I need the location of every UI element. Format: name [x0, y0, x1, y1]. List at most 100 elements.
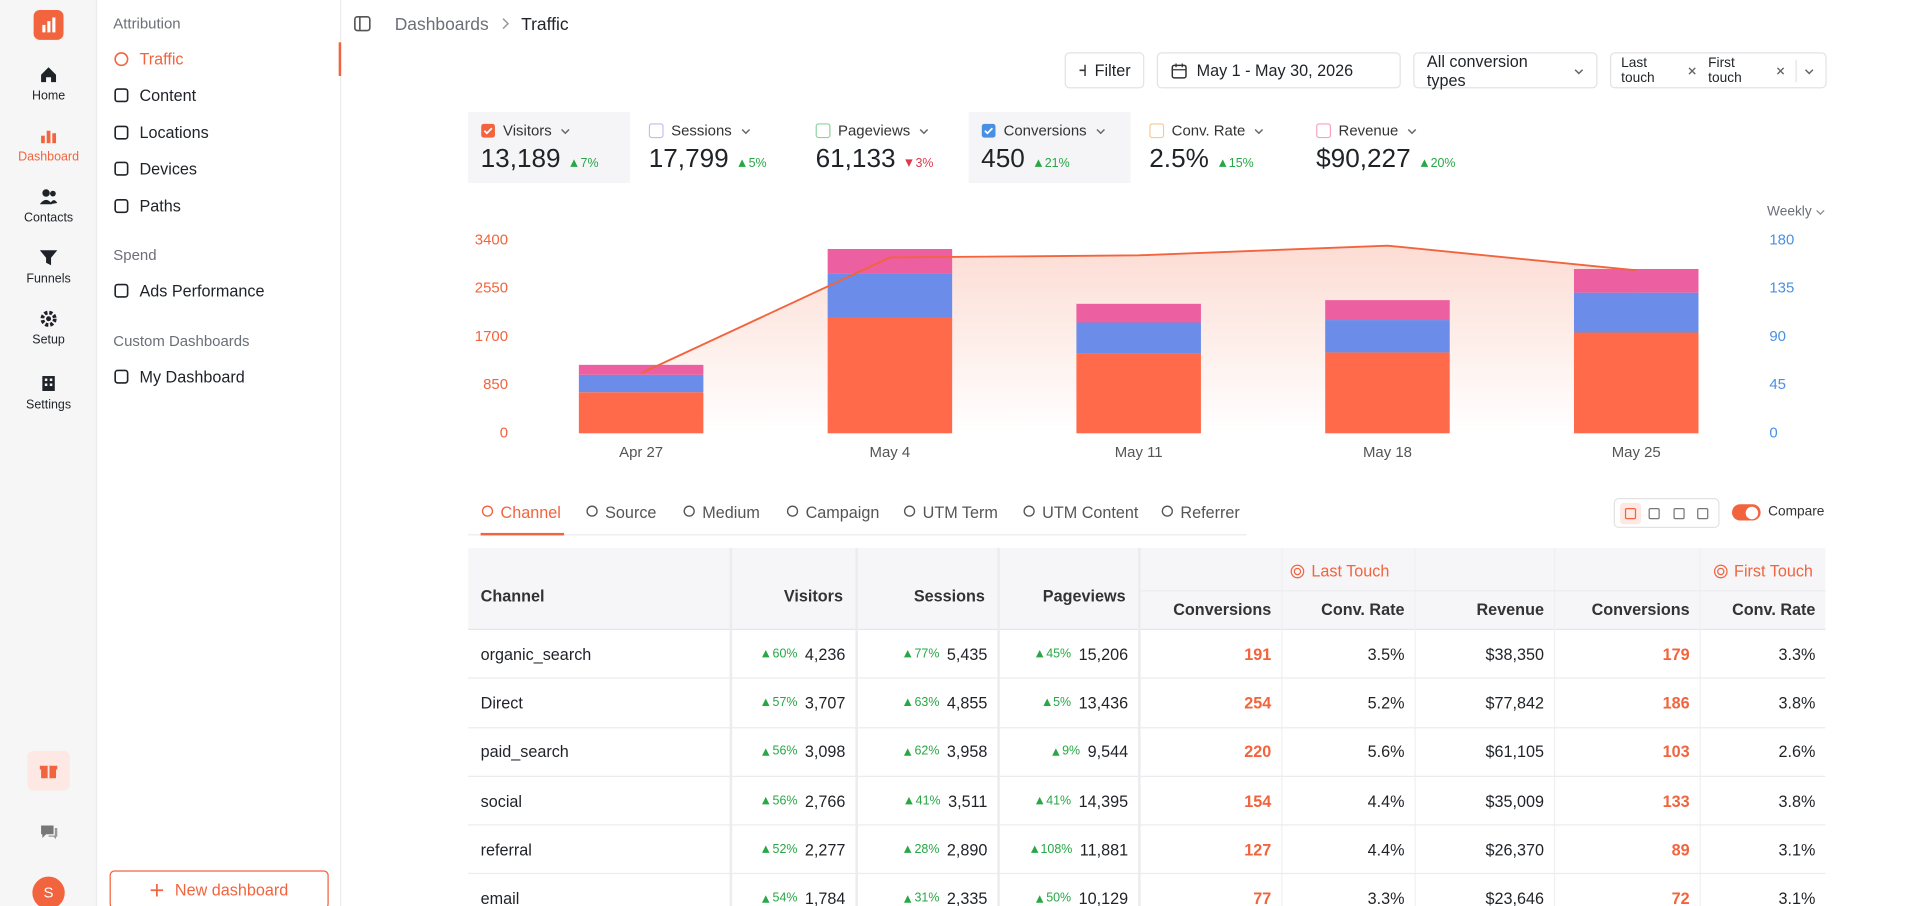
table-cell: 5% 13,436: [1043, 693, 1128, 712]
nav-item[interactable]: Home: [5, 65, 92, 107]
sidebar-item[interactable]: My Dashboard: [113, 365, 245, 387]
chevron-icon: [1254, 128, 1264, 135]
tab[interactable]: UTM Term: [903, 503, 998, 535]
column-header[interactable]: Revenue: [1476, 600, 1544, 619]
metric-card[interactable]: Conversions 450 21%: [968, 112, 1131, 184]
new-dashboard-button[interactable]: New dashboard: [109, 870, 329, 906]
column-header[interactable]: Channel: [480, 586, 545, 606]
bar-segment: [578, 392, 704, 434]
cell-value: 3.1%: [1778, 840, 1816, 859]
avatar[interactable]: S: [32, 876, 65, 906]
sidebar-item[interactable]: Locations: [113, 121, 209, 143]
table-row[interactable]: [468, 728, 1826, 777]
breadcrumb-current: Traffic: [521, 13, 569, 34]
view-option[interactable]: [1620, 502, 1642, 524]
y2-tick-label: 135: [1769, 280, 1794, 297]
cell-change: 45%: [1036, 647, 1071, 661]
date-picker[interactable]: May 1 - May 30, 2026: [1156, 52, 1401, 89]
nav-item[interactable]: Setup: [5, 309, 92, 351]
tab[interactable]: Source: [585, 503, 656, 535]
table-row[interactable]: [468, 875, 1825, 906]
sidebar-toggle-icon[interactable]: [354, 15, 371, 32]
table-cell: 72: [1672, 889, 1690, 906]
tabs-divider: [468, 534, 1247, 536]
y2-tick-label: 0: [1769, 424, 1777, 441]
table-cell: 5.6%: [1368, 742, 1405, 761]
metric-card[interactable]: Conv. Rate 2.5% 15%: [1137, 112, 1299, 183]
column-header[interactable]: Conv. Rate: [1321, 600, 1405, 619]
table-cell: 63% 4,855: [904, 693, 987, 712]
cell-change-value: 5%: [1053, 695, 1072, 710]
view-option[interactable]: [1668, 502, 1689, 523]
sidebar-item[interactable]: Traffic: [113, 47, 184, 69]
column-header[interactable]: Visitors: [783, 586, 843, 606]
tab[interactable]: Medium: [682, 503, 760, 535]
gift-button[interactable]: [27, 750, 70, 791]
breadcrumb-link[interactable]: Dashboards: [394, 13, 489, 34]
cell-value: 5.6%: [1367, 742, 1405, 762]
table-cell: 4.4%: [1368, 840, 1405, 859]
column-header[interactable]: Sessions: [913, 586, 985, 606]
tab[interactable]: Referrer: [1160, 503, 1240, 535]
filter-button[interactable]: Filter: [1064, 52, 1145, 89]
column-header[interactable]: Conversions: [1591, 600, 1690, 619]
cell-value: 11,881: [1079, 840, 1129, 859]
table-row[interactable]: [468, 777, 1826, 826]
sidebar-item[interactable]: Paths: [113, 194, 181, 216]
channel-name: email: [480, 889, 520, 906]
cell-value: 5.2%: [1367, 693, 1405, 713]
nav-label: Setup: [32, 333, 65, 348]
plus-icon: [1079, 64, 1086, 76]
metric-card[interactable]: Revenue $90,227 20%: [1304, 112, 1466, 183]
metric-card[interactable]: Pageviews 61,133 3%: [803, 112, 965, 183]
touch-chip[interactable]: Last touch: [1621, 55, 1697, 85]
table-cell: 3.1%: [1779, 889, 1816, 906]
nav-item[interactable]: Dashboard: [5, 126, 92, 168]
table-header: [468, 547, 1826, 631]
logo[interactable]: [33, 9, 64, 40]
metric-label: Conv. Rate: [1171, 122, 1246, 140]
change-arrow: [1036, 894, 1044, 903]
metric-card[interactable]: Visitors 13,189 7%: [468, 112, 631, 184]
cell-value: 3,511: [948, 791, 988, 811]
metric-card[interactable]: Sessions 17,799 5%: [636, 112, 798, 183]
cell-change: 54%: [762, 892, 797, 905]
tab[interactable]: Channel: [480, 503, 565, 536]
metric-value: 61,133: [815, 144, 896, 174]
nav-item[interactable]: Funnels: [5, 248, 92, 290]
metric-value: 450: [981, 144, 1025, 174]
table-row[interactable]: [468, 826, 1826, 875]
nav-item[interactable]: Settings: [5, 374, 92, 416]
nav-item[interactable]: Contacts: [5, 187, 92, 229]
sidebar-item[interactable]: Devices: [113, 157, 197, 179]
tab[interactable]: UTM Content: [1022, 503, 1138, 535]
chevron-icon: [741, 128, 750, 135]
conversion-select[interactable]: All conversion types: [1413, 52, 1598, 89]
cell-change: 41%: [1036, 794, 1071, 808]
sidebar-item[interactable]: Content: [113, 83, 196, 105]
sidebar-item[interactable]: Ads Performance: [113, 279, 265, 301]
view-option[interactable]: [1644, 502, 1665, 523]
table-cell: 41% 3,511: [905, 791, 988, 811]
table-row[interactable]: [468, 630, 1826, 679]
view-switcher[interactable]: [1613, 498, 1720, 528]
table-cell: 5.2%: [1368, 693, 1405, 712]
tab-label: Channel: [500, 503, 561, 522]
column-header[interactable]: Conversions: [1173, 600, 1272, 619]
table-row[interactable]: [468, 679, 1826, 728]
cell-value: 3.8%: [1778, 693, 1816, 713]
table-cell: 3.1%: [1779, 840, 1816, 859]
table-cell: 52% 2,277: [762, 840, 845, 859]
cell-change: 57%: [762, 696, 797, 710]
chevron-icon: [1407, 128, 1417, 135]
channel-name: social: [480, 791, 523, 811]
view-option[interactable]: [1692, 502, 1713, 523]
touch-select[interactable]: Last touch First touch: [1609, 52, 1827, 89]
compare-toggle[interactable]: [1731, 504, 1761, 521]
touch-chip[interactable]: First touch: [1708, 55, 1785, 85]
column-header[interactable]: Conv. Rate: [1732, 600, 1816, 619]
tab[interactable]: Campaign: [786, 503, 879, 535]
column-header[interactable]: Pageviews: [1042, 586, 1126, 606]
plus-icon: [151, 883, 164, 896]
